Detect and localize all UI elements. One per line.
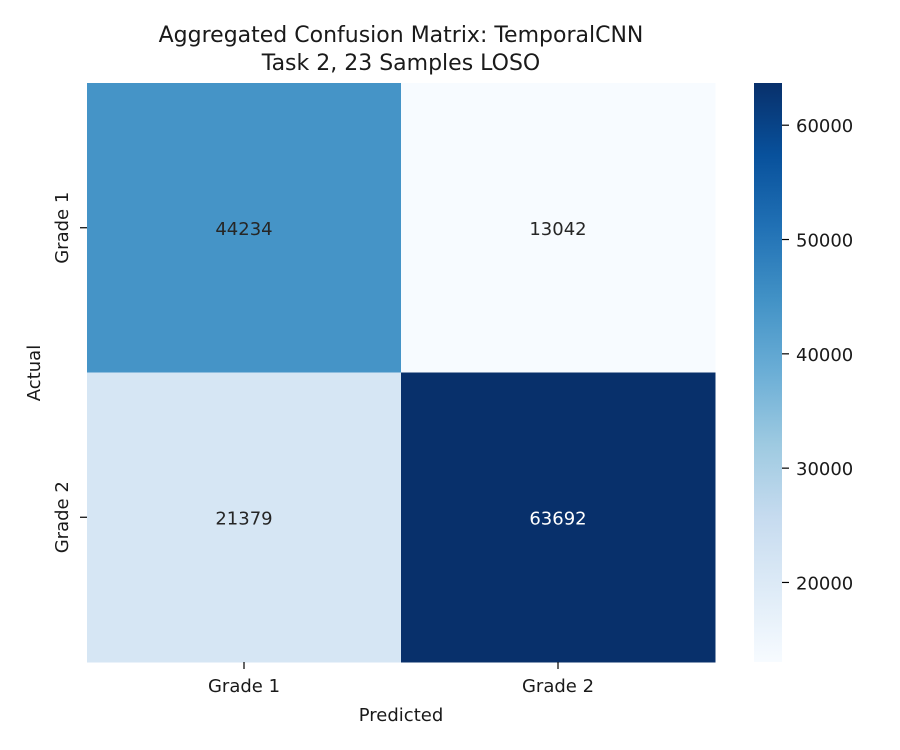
colorbar-tick-label: 50000: [796, 231, 853, 252]
colorbar-tick-label: 60000: [796, 116, 853, 137]
colorbar-tick-label: 30000: [796, 459, 853, 480]
heatmap-cell: [87, 83, 402, 373]
chart-title-line-2: Task 2, 23 Samples LOSO: [261, 51, 540, 76]
cell-value-label: 21379: [215, 508, 272, 529]
y-axis-ticks: Grade 1 Grade 2: [52, 192, 87, 553]
x-axis-ticks: Grade 1 Grade 2: [208, 662, 594, 697]
colorbar: [754, 83, 782, 662]
cell-value-label: 13042: [529, 219, 586, 240]
chart-title-line-1: Aggregated Confusion Matrix: TemporalCNN: [159, 23, 644, 48]
heatmap-cells: [87, 83, 716, 663]
colorbar-tick-label: 20000: [796, 573, 853, 594]
x-axis-label: Predicted: [359, 705, 444, 726]
heatmap-cell-labels: 44234 13042 21379 63692: [215, 219, 586, 530]
heatmap-cell: [87, 372, 402, 663]
cell-value-label: 63692: [529, 508, 586, 529]
heatmap-cell: [401, 372, 716, 663]
colorbar-tick-label: 40000: [796, 345, 853, 366]
y-tick-label: Grade 1: [52, 192, 73, 264]
heatmap-cell: [401, 83, 716, 373]
x-tick-label: Grade 2: [522, 676, 594, 697]
colorbar-ticks: 20000 30000 40000 50000 60000: [782, 116, 853, 594]
cell-value-label: 44234: [215, 219, 272, 240]
y-tick-label: Grade 2: [52, 481, 73, 553]
y-axis-label: Actual: [24, 345, 45, 401]
x-tick-label: Grade 1: [208, 676, 280, 697]
